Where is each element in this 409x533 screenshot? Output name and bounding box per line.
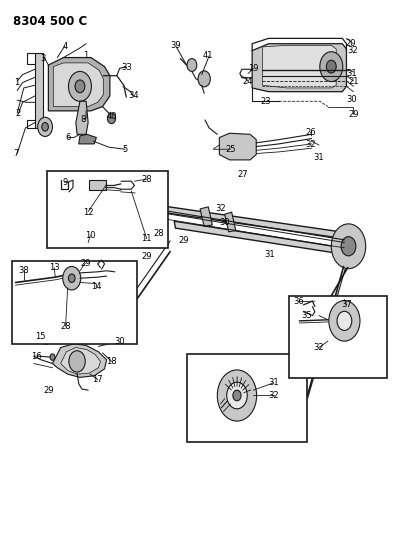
Polygon shape [52,344,106,377]
Text: 30: 30 [219,219,229,227]
Text: 28: 28 [153,229,164,238]
Polygon shape [224,212,235,232]
Text: 8: 8 [80,115,86,124]
Polygon shape [89,180,106,190]
Text: 39: 39 [170,42,180,50]
Text: 14: 14 [91,282,101,291]
Circle shape [217,370,256,421]
Text: 16: 16 [31,352,41,360]
Circle shape [198,71,210,87]
Text: 11: 11 [141,235,152,243]
Circle shape [75,80,85,93]
Bar [288,296,387,378]
Text: 1: 1 [83,52,88,60]
Text: 31: 31 [346,69,356,78]
Polygon shape [146,204,359,241]
Text: 6: 6 [65,133,70,142]
Text: 33: 33 [121,63,131,71]
Text: 29: 29 [178,237,189,245]
Text: 3: 3 [40,54,46,63]
Text: 28: 28 [60,322,71,330]
Text: 23: 23 [260,97,270,106]
Circle shape [319,52,342,82]
Text: 32: 32 [305,141,315,149]
Text: 32: 32 [313,343,324,352]
Text: 29: 29 [141,253,152,261]
Text: 12: 12 [83,208,93,216]
Polygon shape [174,221,360,257]
Text: 37: 37 [340,301,351,309]
Text: 7: 7 [13,149,19,158]
Text: 25: 25 [225,145,235,154]
Text: 17: 17 [92,375,103,384]
Circle shape [63,266,81,290]
Polygon shape [200,207,212,227]
Text: 13: 13 [49,263,59,272]
Text: 4: 4 [62,43,67,51]
Polygon shape [262,45,335,88]
Text: 1: 1 [14,78,19,87]
Polygon shape [252,44,346,92]
Text: 2: 2 [16,109,21,118]
Circle shape [38,117,52,136]
Circle shape [187,59,196,71]
Text: 29: 29 [347,110,358,118]
Text: 32: 32 [215,205,225,213]
Text: 31: 31 [313,153,324,161]
Text: 26: 26 [305,128,315,136]
Text: 35: 35 [301,311,311,320]
Bar [12,261,137,344]
Circle shape [330,224,365,269]
Polygon shape [53,63,103,107]
Polygon shape [219,133,256,160]
Circle shape [50,354,55,360]
Text: 38: 38 [18,266,29,275]
Polygon shape [35,53,43,128]
Circle shape [43,338,48,344]
Text: 18: 18 [106,357,117,366]
Circle shape [68,274,75,282]
Text: 41: 41 [202,51,213,60]
Polygon shape [61,348,100,374]
Text: 8304 500 C: 8304 500 C [13,15,87,28]
Text: 27: 27 [237,171,247,179]
Circle shape [226,382,247,409]
Circle shape [326,60,335,73]
Circle shape [107,113,115,124]
Circle shape [336,311,351,330]
Text: 9: 9 [62,178,67,187]
Circle shape [340,237,355,256]
Text: 20: 20 [344,39,355,48]
Text: 32: 32 [346,46,357,55]
Circle shape [328,301,359,341]
Text: 40: 40 [106,112,117,120]
Text: 19: 19 [247,64,258,72]
Text: 29: 29 [80,259,90,268]
Bar [47,171,168,248]
Text: 34: 34 [128,92,138,100]
Circle shape [69,351,85,372]
Text: 10: 10 [85,231,95,240]
Text: 15: 15 [35,333,45,341]
Text: 21: 21 [347,77,358,85]
Text: 28: 28 [141,175,152,183]
Text: 29: 29 [43,386,54,394]
Text: 30: 30 [346,95,356,103]
Polygon shape [79,134,96,144]
Circle shape [68,71,91,101]
Polygon shape [48,58,110,111]
Bar [186,354,307,442]
Circle shape [232,390,240,401]
Text: 32: 32 [268,391,279,400]
Text: 31: 31 [264,251,274,259]
Polygon shape [76,101,88,134]
Text: 30: 30 [114,337,125,345]
Text: 36: 36 [292,297,303,306]
Text: 31: 31 [268,378,279,387]
Text: 24: 24 [242,77,252,85]
Text: 5: 5 [122,145,127,154]
Circle shape [42,123,48,131]
